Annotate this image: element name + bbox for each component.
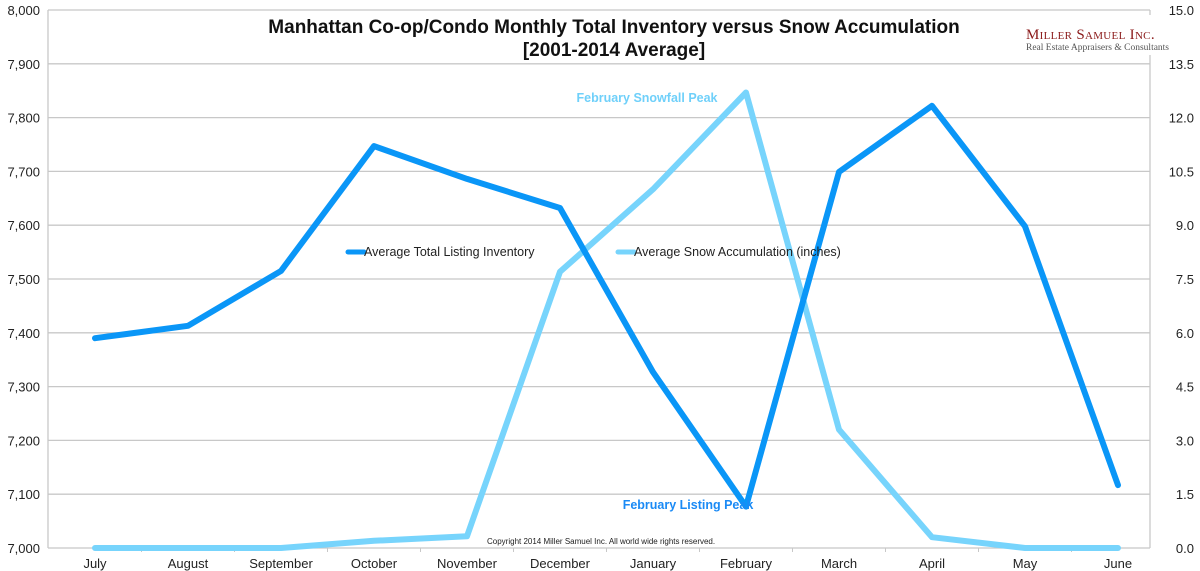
y-right-tick-label: 6.0 — [1176, 326, 1194, 341]
y-left-tick-label: 7,400 — [7, 326, 40, 341]
y-right-tick-label: 7.5 — [1176, 272, 1194, 287]
y-right-tick-label: 9.0 — [1176, 218, 1194, 233]
y-left-tick-label: 7,100 — [7, 487, 40, 502]
x-tick-label: November — [437, 556, 498, 571]
x-axis: July August September October November Decemb… — [83, 548, 1132, 571]
legend-label-snow: Average Snow Accumulation (inches) — [634, 245, 841, 259]
x-tick-label: December — [530, 556, 591, 571]
y-right-tick-label: 10.5 — [1169, 164, 1194, 179]
y-right-tick-label: 13.5 — [1169, 57, 1194, 72]
y-left-tick-label: 8,000 — [7, 3, 40, 18]
y-right-tick-label: 1.5 — [1176, 487, 1194, 502]
y-right-tick-label: 12.0 — [1169, 111, 1194, 126]
y-right-tick-label: 3.0 — [1176, 433, 1194, 448]
left-axis: 7,000 7,100 7,200 7,300 7,400 7,500 7,600 7,700… — [7, 3, 40, 556]
logo-tagline: Real Estate Appraisers & Consultants — [1026, 43, 1169, 53]
y-left-tick-label: 7,200 — [7, 433, 40, 448]
y-left-tick-label: 7,900 — [7, 57, 40, 72]
x-tick-label: September — [249, 556, 313, 571]
right-axis: 0.0 1.5 3.0 4.5 6.0 7.5 9.0 10.5 12.0 13.5 15.0 — [1169, 3, 1194, 556]
y-left-tick-label: 7,600 — [7, 218, 40, 233]
y-left-tick-label: 7,700 — [7, 164, 40, 179]
x-tick-label: March — [821, 556, 857, 571]
x-tick-label: June — [1104, 556, 1132, 571]
copyright: Copyright 2014 Miller Samuel Inc. All wo… — [487, 537, 715, 546]
x-tick-label: April — [919, 556, 945, 571]
y-left-tick-label: 7,300 — [7, 380, 40, 395]
legend-label-inventory: Average Total Listing Inventory — [364, 245, 535, 259]
x-tick-label: July — [83, 556, 107, 571]
x-tick-label: May — [1013, 556, 1038, 571]
y-right-tick-label: 4.5 — [1176, 380, 1194, 395]
y-right-tick-label: 0.0 — [1176, 541, 1194, 556]
series-line-snow — [92, 89, 1121, 551]
x-tick-label: October — [351, 556, 398, 571]
annotation-snowfall-peak: February Snowfall Peak — [576, 91, 717, 105]
annotation-listing-peak: February Listing Peak — [623, 498, 754, 512]
x-tick-label: August — [168, 556, 209, 571]
series-line-inventory — [92, 102, 1121, 510]
y-left-tick-label: 7,800 — [7, 111, 40, 126]
series-lines — [92, 89, 1121, 551]
chart-subtitle: [2001-2014 Average] — [523, 40, 705, 61]
y-left-tick-label: 7,000 — [7, 541, 40, 556]
x-tick-label: January — [630, 556, 677, 571]
chart-title: Manhattan Co-op/Condo Monthly Total Inve… — [268, 17, 959, 38]
y-left-tick-label: 7,500 — [7, 272, 40, 287]
y-right-tick-label: 15.0 — [1169, 3, 1194, 18]
x-tick-label: February — [720, 556, 773, 571]
logo-name: Miller Samuel Inc. — [1026, 27, 1155, 43]
